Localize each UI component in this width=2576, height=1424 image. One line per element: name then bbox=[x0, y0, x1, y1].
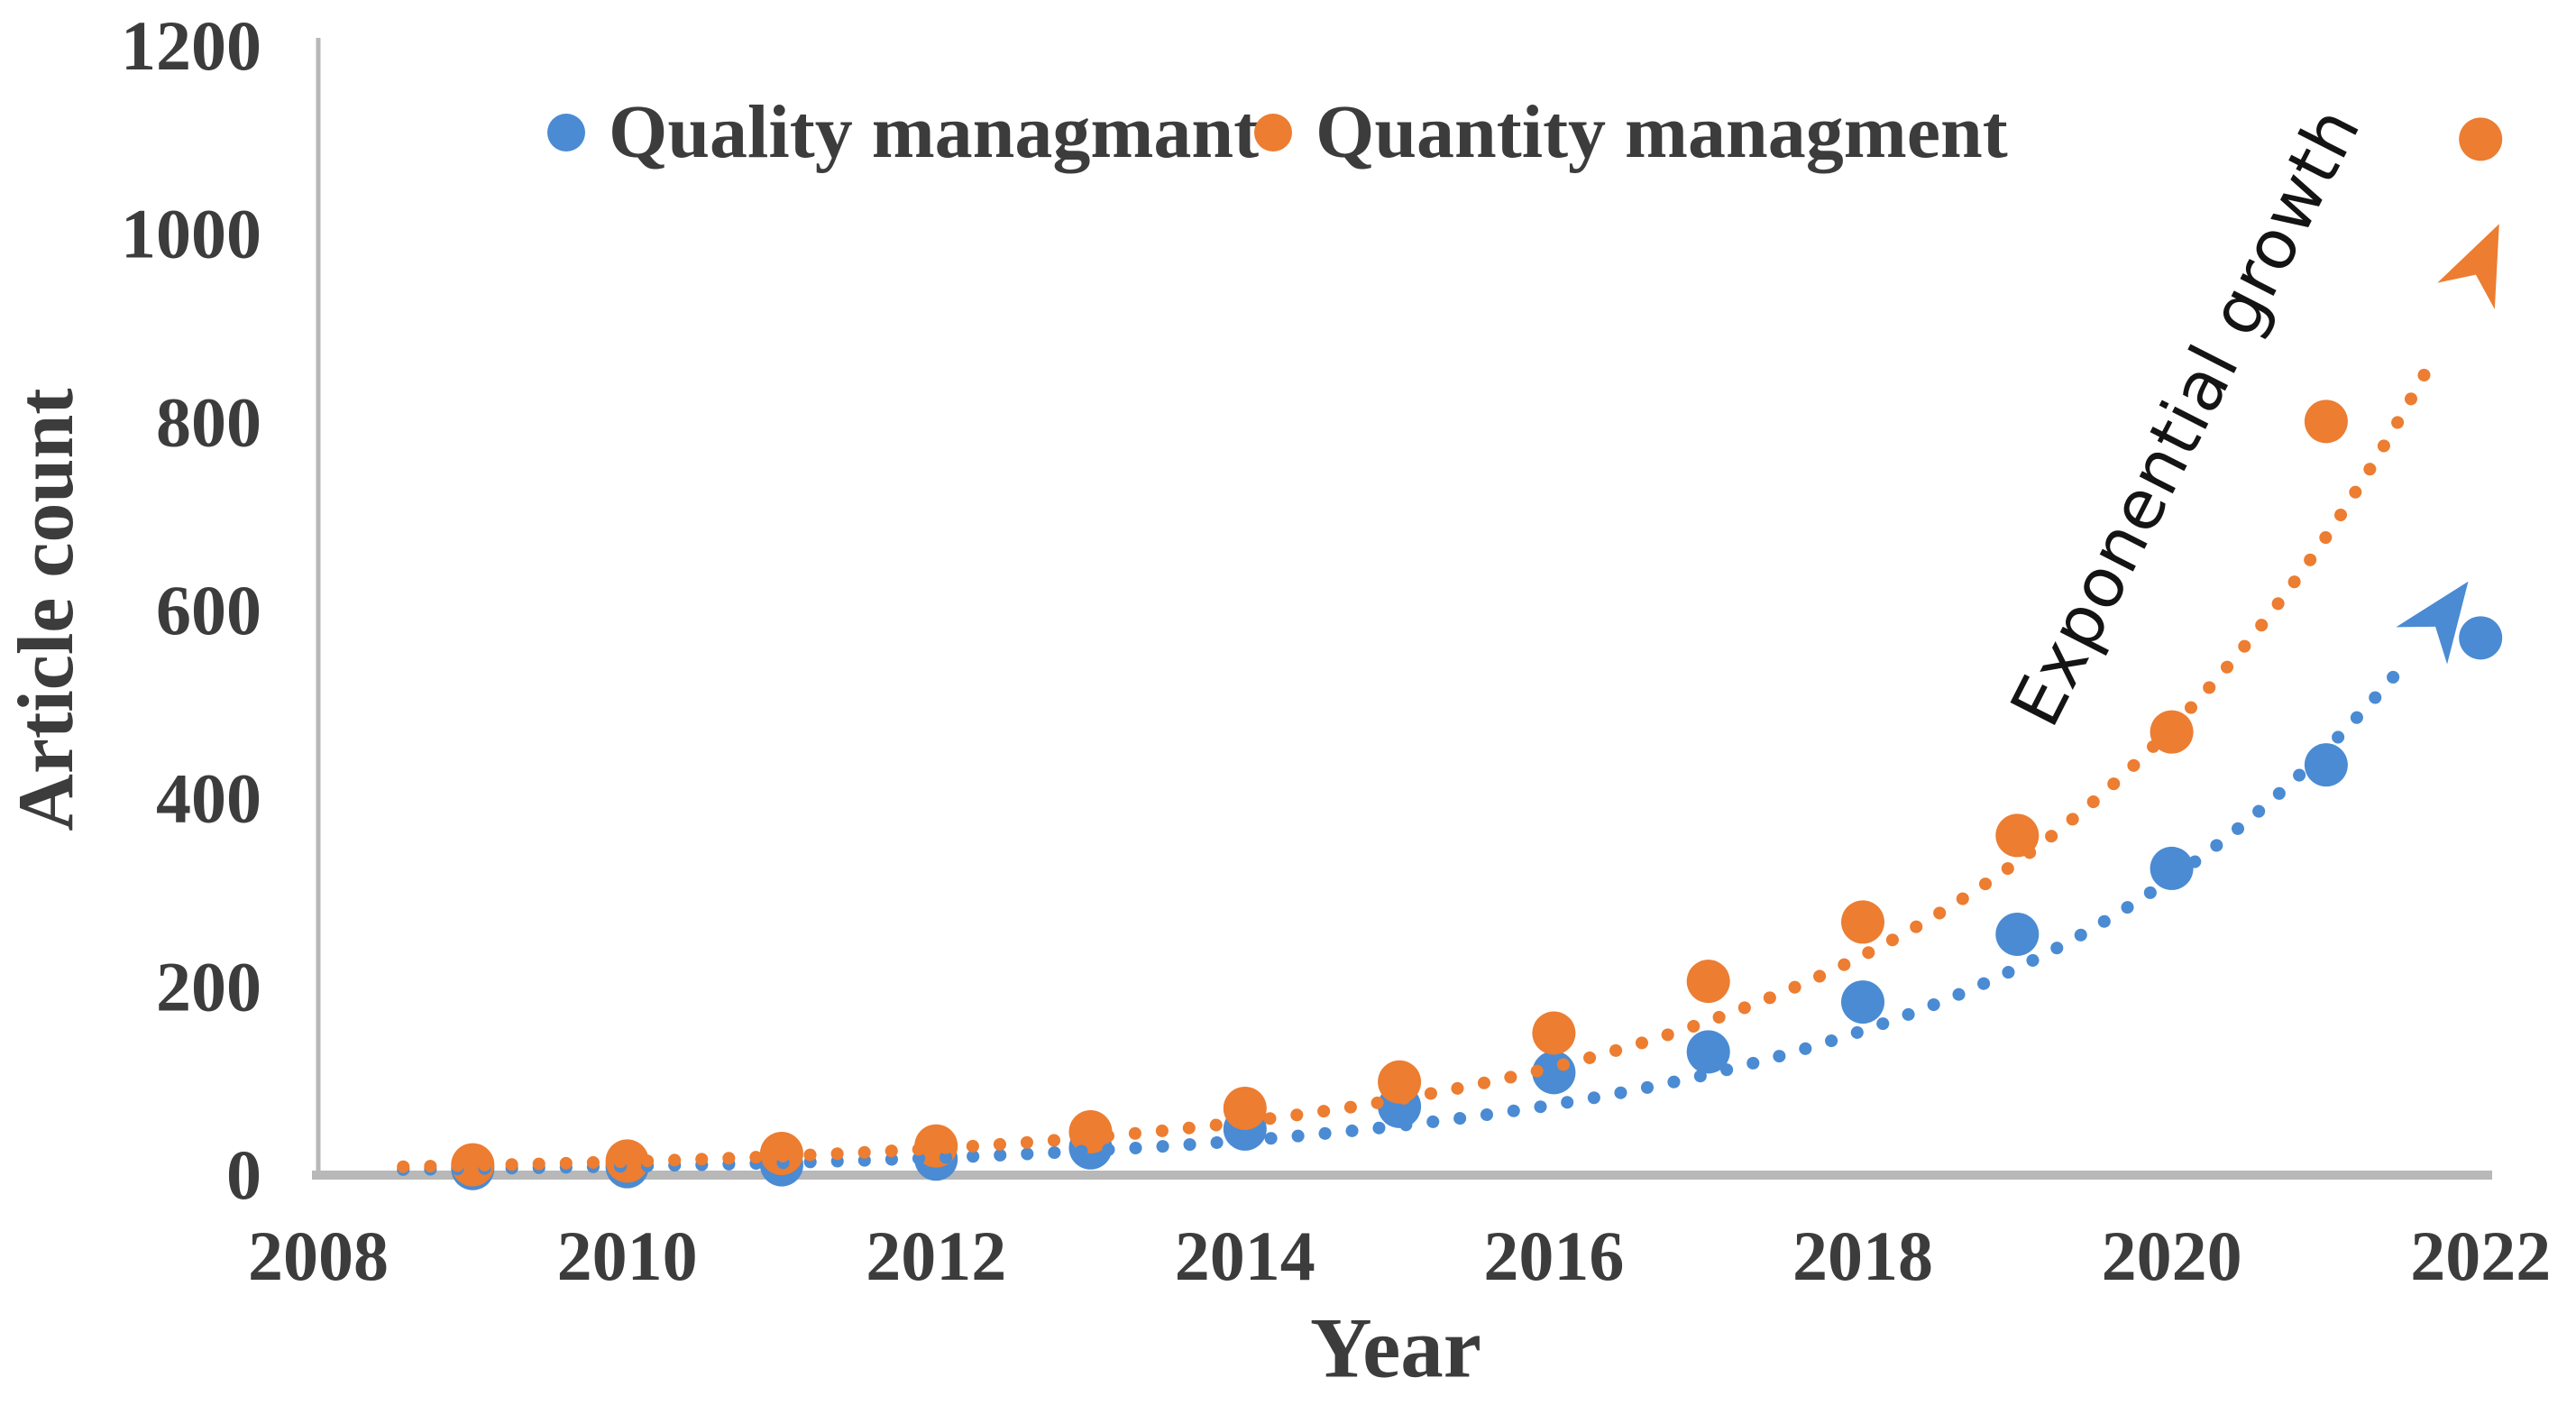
point-quality-2017 bbox=[1686, 1030, 1730, 1074]
point-quantity-2021 bbox=[2304, 400, 2348, 444]
legend-marker-quantity-icon bbox=[1254, 114, 1292, 152]
y-tick-label-200: 200 bbox=[156, 947, 261, 1025]
y-tick-label-1200: 1200 bbox=[121, 6, 261, 85]
trendline-quantity bbox=[397, 358, 2436, 1173]
x-tick-label-2022: 2022 bbox=[2410, 1217, 2551, 1295]
y-tick-label-0: 0 bbox=[226, 1135, 261, 1214]
point-quantity-2016 bbox=[1532, 1011, 1576, 1055]
x-tick-label-2016: 2016 bbox=[1483, 1217, 1624, 1295]
point-quantity-2019 bbox=[1995, 813, 2040, 858]
trend-arrowhead-quantity-icon bbox=[2437, 224, 2499, 309]
point-quantity-2015 bbox=[1378, 1060, 1422, 1104]
y-tick-label-800: 800 bbox=[156, 382, 261, 461]
point-quantity-2018 bbox=[1841, 900, 1884, 944]
x-tick-label-2018: 2018 bbox=[1792, 1217, 1933, 1295]
x-tick-label-2008: 2008 bbox=[248, 1217, 389, 1295]
point-quantity-2009 bbox=[451, 1143, 495, 1187]
legend-item-quantity: Quantity managment bbox=[1254, 89, 2008, 176]
x-tick-label-2020: 2020 bbox=[2102, 1217, 2242, 1295]
point-quality-2022 bbox=[2459, 616, 2503, 660]
x-tick-label-2012: 2012 bbox=[866, 1217, 1006, 1295]
point-quality-2020 bbox=[2150, 846, 2194, 890]
y-tick-label-600: 600 bbox=[156, 571, 261, 649]
legend-item-quality: Quality managmant bbox=[547, 89, 1259, 176]
x-tick-label-2010: 2010 bbox=[557, 1217, 698, 1295]
x-axis-title: Year bbox=[1310, 1300, 1481, 1396]
trendline-quality bbox=[397, 664, 2406, 1176]
legend-label-quantity: Quantity managment bbox=[1316, 90, 2008, 174]
legend-marker-quality-icon bbox=[547, 114, 585, 152]
y-tick-label-1000: 1000 bbox=[121, 195, 261, 273]
x-tick-label-2014: 2014 bbox=[1175, 1217, 1316, 1295]
point-quantity-2017 bbox=[1686, 960, 1730, 1004]
point-quantity-2010 bbox=[605, 1139, 649, 1183]
y-tick-label-400: 400 bbox=[156, 759, 261, 838]
point-quality-2019 bbox=[1995, 912, 2040, 956]
y-axis-title: Article count bbox=[3, 388, 90, 831]
trend-arrowhead-quality-icon bbox=[2396, 581, 2469, 665]
point-quality-2018 bbox=[1841, 980, 1884, 1024]
point-quantity-2014 bbox=[1223, 1086, 1267, 1130]
point-quantity-2022 bbox=[2459, 117, 2503, 161]
legend-label-quality: Quality managmant bbox=[609, 90, 1260, 174]
point-quality-2021 bbox=[2304, 743, 2348, 787]
